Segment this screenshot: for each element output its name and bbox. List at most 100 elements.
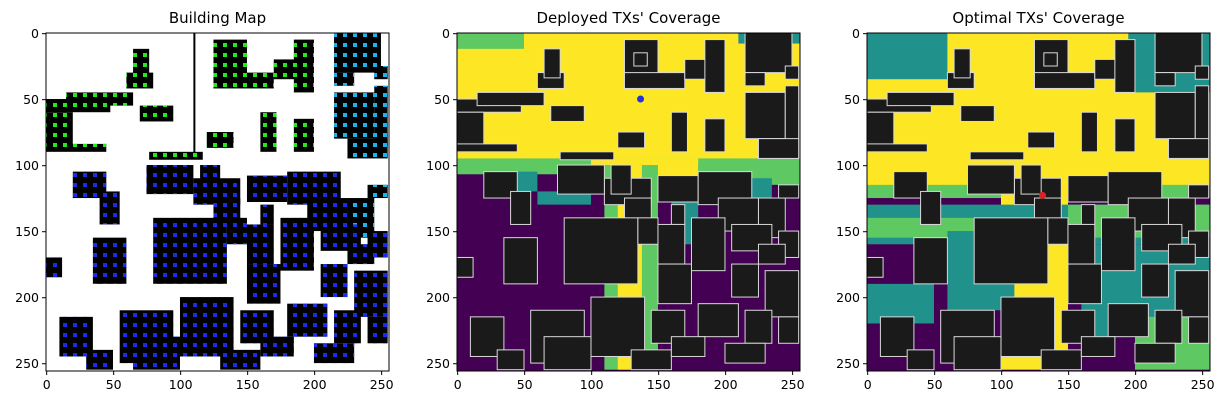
y-tick-label: 0 bbox=[31, 26, 39, 41]
x-tick-label: 0 bbox=[43, 377, 51, 392]
x-tick-label: 100 bbox=[990, 377, 1014, 392]
tx-dot-cluster bbox=[133, 48, 150, 78]
tx-dot-cluster bbox=[320, 264, 348, 298]
panel2-title: Deployed TXs' Coverage bbox=[536, 9, 720, 27]
building bbox=[1067, 263, 1102, 305]
transmitter-dots bbox=[46, 33, 388, 370]
building bbox=[657, 263, 692, 305]
tx-dot-cluster bbox=[280, 217, 314, 271]
building bbox=[867, 256, 884, 278]
tx-dot-cluster bbox=[222, 52, 237, 67]
mid-coverage-region bbox=[457, 33, 524, 49]
tx-dot-cluster bbox=[347, 138, 388, 159]
building bbox=[973, 217, 1049, 285]
building bbox=[1020, 164, 1042, 195]
tx-dot-cluster bbox=[367, 184, 388, 199]
y-tick-label: 150 bbox=[426, 224, 450, 239]
building bbox=[1194, 85, 1210, 146]
building bbox=[623, 72, 686, 89]
tx-dot-cluster bbox=[179, 297, 234, 357]
building bbox=[886, 91, 955, 107]
building bbox=[1154, 309, 1183, 344]
y-tick-label: 50 bbox=[434, 92, 450, 107]
building bbox=[913, 237, 948, 285]
building bbox=[757, 243, 786, 265]
tx-dot-cluster bbox=[200, 165, 221, 195]
y-tick-label: 250 bbox=[15, 356, 39, 371]
panel3-title: Optimal TXs' Coverage bbox=[952, 9, 1124, 27]
x-tick-label: 100 bbox=[169, 377, 193, 392]
wall-line bbox=[193, 33, 196, 159]
building bbox=[630, 349, 672, 371]
building bbox=[1067, 223, 1096, 265]
tx-dot-cluster bbox=[220, 349, 261, 370]
building bbox=[1027, 131, 1056, 149]
tx-dot-cluster bbox=[287, 303, 328, 337]
tx-dot-cluster bbox=[86, 349, 113, 370]
tx-dot-cluster bbox=[146, 165, 194, 195]
tx-dot-cluster bbox=[92, 237, 127, 284]
tx-dot-cluster bbox=[260, 112, 277, 152]
building bbox=[1134, 342, 1176, 364]
x-tick-label: 150 bbox=[236, 377, 260, 392]
building bbox=[744, 72, 766, 87]
tx-dot-cluster bbox=[354, 270, 388, 317]
tx-dot-cluster bbox=[226, 217, 247, 245]
x-tick-label: 50 bbox=[517, 377, 533, 392]
building bbox=[784, 85, 800, 146]
building bbox=[657, 223, 686, 265]
optimal-coverage-panel bbox=[867, 33, 1210, 371]
building bbox=[457, 256, 474, 278]
building bbox=[633, 52, 648, 67]
building bbox=[563, 217, 639, 285]
x-tick-label: 200 bbox=[1124, 377, 1148, 392]
building bbox=[953, 336, 1002, 371]
building bbox=[731, 263, 759, 298]
low-coverage-region bbox=[867, 33, 948, 80]
axes-frame bbox=[45, 32, 390, 372]
building bbox=[778, 316, 800, 344]
building bbox=[637, 217, 659, 245]
tx-dot-cluster bbox=[246, 224, 274, 265]
building bbox=[496, 349, 525, 371]
tx-dot-cluster bbox=[334, 72, 355, 86]
building bbox=[1067, 175, 1109, 203]
y-tick-label: 250 bbox=[426, 356, 450, 371]
building bbox=[784, 65, 800, 80]
y-tick-label: 150 bbox=[836, 224, 860, 239]
tx-dot-cluster bbox=[46, 257, 63, 278]
axes: 0 50 100 150 200 250 0 50 100 150 200 250 0 50 100 150 2… bbox=[15, 26, 1214, 392]
building bbox=[1043, 52, 1058, 67]
building bbox=[778, 184, 800, 199]
building bbox=[1194, 65, 1210, 80]
y-tick-label: 50 bbox=[23, 92, 39, 107]
y-tick-label: 200 bbox=[836, 290, 860, 305]
building bbox=[657, 175, 699, 203]
building bbox=[953, 48, 971, 79]
building bbox=[1047, 217, 1069, 245]
building bbox=[503, 237, 538, 285]
building bbox=[1100, 217, 1136, 272]
building bbox=[550, 105, 585, 122]
building bbox=[476, 91, 545, 107]
tx-dot-cluster bbox=[139, 105, 174, 122]
y-tick-label: 0 bbox=[442, 26, 450, 41]
y-tick-label: 200 bbox=[426, 290, 450, 305]
building bbox=[1167, 138, 1210, 159]
x-tick-label: 0 bbox=[454, 377, 462, 392]
building bbox=[697, 303, 739, 338]
building bbox=[704, 39, 726, 93]
building bbox=[556, 164, 605, 195]
x-tick-label: 250 bbox=[781, 377, 805, 392]
tx-dot-cluster bbox=[260, 204, 274, 225]
building bbox=[670, 111, 688, 153]
tx-dot-cluster bbox=[213, 72, 274, 89]
x-tick-label: 250 bbox=[370, 377, 394, 392]
x-tick-label: 150 bbox=[1057, 377, 1081, 392]
building bbox=[960, 105, 995, 122]
building bbox=[906, 349, 935, 371]
tx-dot-cluster bbox=[133, 336, 180, 370]
building bbox=[704, 118, 726, 153]
tx-dot-cluster bbox=[334, 33, 381, 73]
